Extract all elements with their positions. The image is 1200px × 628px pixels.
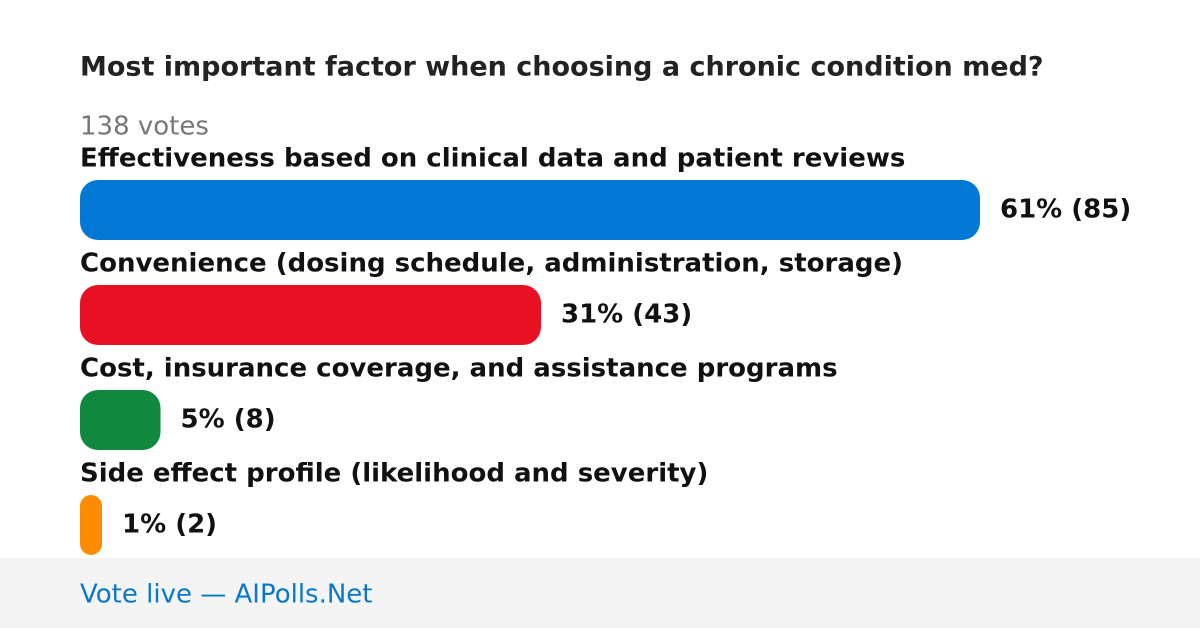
bar: [80, 180, 980, 240]
vote-count: 138 votes: [80, 112, 209, 142]
bar: [80, 495, 102, 555]
option-label: Cost, insurance coverage, and assistance…: [80, 354, 838, 384]
footer-link[interactable]: Vote live — AIPolls.Net: [80, 580, 373, 610]
option-label: Convenience (dosing schedule, administra…: [80, 249, 903, 279]
poll-title: Most important factor when choosing a ch…: [80, 52, 1044, 83]
value-label: 61% (85): [1000, 195, 1131, 225]
option-label: Effectiveness based on clinical data and…: [80, 144, 905, 174]
value-label: 31% (43): [561, 300, 692, 330]
footer-bar: [0, 558, 1200, 628]
value-label: 5% (8): [181, 405, 276, 435]
bar: [80, 390, 161, 450]
option-label: Side effect profile (likelihood and seve…: [80, 459, 708, 489]
value-label: 1% (2): [122, 510, 217, 540]
bar: [80, 285, 541, 345]
